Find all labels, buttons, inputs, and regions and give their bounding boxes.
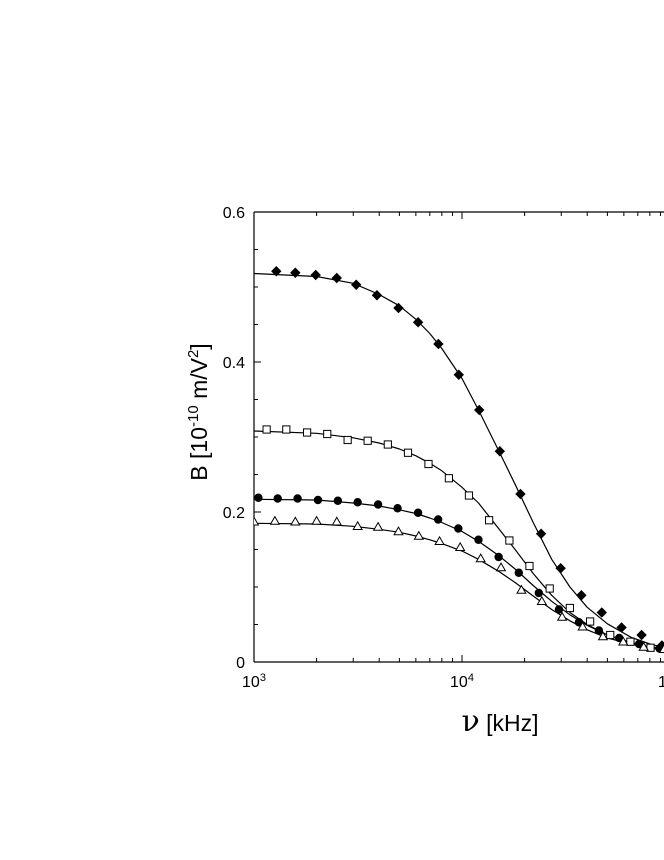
data-point-circle (514, 568, 523, 577)
data-point-diamond (310, 269, 321, 281)
data-point-circle (273, 494, 282, 503)
data-point-circle (554, 605, 564, 614)
data-point-square (403, 448, 413, 457)
data-point-triangle (516, 584, 527, 594)
data-point-square (444, 474, 453, 483)
data-point-triangle (311, 515, 322, 525)
y-axis-title: B [10-10 m/V2] (185, 343, 212, 480)
data-point-diamond (474, 404, 485, 416)
data-point-circle (454, 524, 463, 533)
data-point-circle (373, 500, 383, 509)
data-point-triangle (254, 516, 260, 526)
data-point-diamond (494, 446, 506, 457)
data-point-diamond (596, 607, 607, 618)
data-point-circle (254, 493, 263, 502)
data-point-square (505, 536, 514, 545)
y-tick-label: 0.2 (223, 505, 245, 522)
data-point-triangle (269, 515, 281, 525)
data-point-circle (293, 494, 302, 503)
data-point-diamond (515, 488, 526, 500)
data-point-triangle (413, 530, 425, 540)
data-point-diamond (576, 590, 587, 601)
data-point-circle (594, 626, 604, 635)
x-tick-label: 104 (450, 672, 474, 691)
data-point-triangle (475, 553, 486, 563)
data-point-triangle (556, 611, 568, 621)
data-point-diamond (331, 272, 342, 284)
y-tick-labels: 0.6 0.4 0.2 0 (223, 205, 245, 672)
data-point-circle (534, 588, 543, 598)
data-point-triangle (352, 520, 363, 531)
data-point-triangle (536, 595, 548, 606)
data-point-diamond (616, 622, 627, 633)
data-point-square (282, 425, 291, 434)
x-tick-labels: 103 104 105 (242, 672, 664, 691)
data-point-diamond (636, 629, 647, 641)
data-point-triangle (290, 516, 301, 526)
data-point-triangle (617, 636, 629, 646)
data-point-circle (433, 515, 443, 524)
data-point-diamond (555, 563, 566, 574)
fit-curves (254, 272, 664, 651)
data-point-square (626, 637, 635, 646)
data-point-diamond (453, 369, 464, 380)
data-point-triangle (454, 541, 466, 552)
y-tick-label: 0.6 (223, 205, 245, 222)
data-point-diamond (412, 317, 424, 328)
data-point-square (323, 429, 332, 439)
data-point-triangle (393, 526, 404, 536)
data-point-triangle (495, 562, 507, 572)
data-point-square (343, 435, 352, 445)
data-point-triangle (597, 631, 609, 641)
data-point-triangle (658, 643, 664, 654)
x-tick-label: 105 (658, 672, 664, 691)
data-point-square (302, 428, 312, 437)
data-point-square (565, 603, 574, 613)
data-point-circle (353, 498, 362, 507)
fit-curve (254, 272, 664, 649)
data-point-square (383, 440, 392, 449)
data-point-diamond (271, 266, 282, 277)
data-point-triangle (372, 521, 384, 531)
data-point-square (262, 425, 271, 434)
data-point-circle (474, 535, 483, 544)
x-axis-title: ν [kHz] (461, 704, 538, 739)
data-point-triangle (434, 535, 445, 546)
data-point-square (525, 561, 534, 571)
data-point-diamond (290, 267, 301, 278)
data-point-diamond (535, 528, 547, 539)
data-point-square (485, 516, 494, 525)
data-point-diamond (351, 279, 362, 290)
data-point-circle (333, 496, 343, 505)
data-point-diamond (371, 290, 383, 301)
data-markers (254, 266, 664, 654)
data-point-square (545, 584, 554, 593)
data-point-circle (393, 504, 402, 513)
data-point-square (606, 630, 615, 640)
y-tick-label: 0 (236, 655, 245, 672)
data-point-triangle (331, 516, 343, 526)
ticks-layer (253, 211, 661, 663)
data-point-circle (494, 552, 503, 562)
y-tick-label: 0.4 (223, 355, 245, 372)
x-tick-label: 103 (242, 672, 266, 691)
data-point-square (464, 491, 474, 500)
data-point-diamond (393, 302, 404, 314)
data-point-circle (413, 508, 423, 517)
fit-curve (254, 430, 664, 651)
data-point-square (586, 617, 595, 626)
data-point-triangle (577, 621, 588, 631)
data-point-triangle (638, 641, 649, 651)
data-point-square (424, 459, 433, 469)
data-point-square (363, 436, 372, 445)
data-point-circle (313, 495, 323, 505)
data-point-diamond (433, 338, 444, 350)
